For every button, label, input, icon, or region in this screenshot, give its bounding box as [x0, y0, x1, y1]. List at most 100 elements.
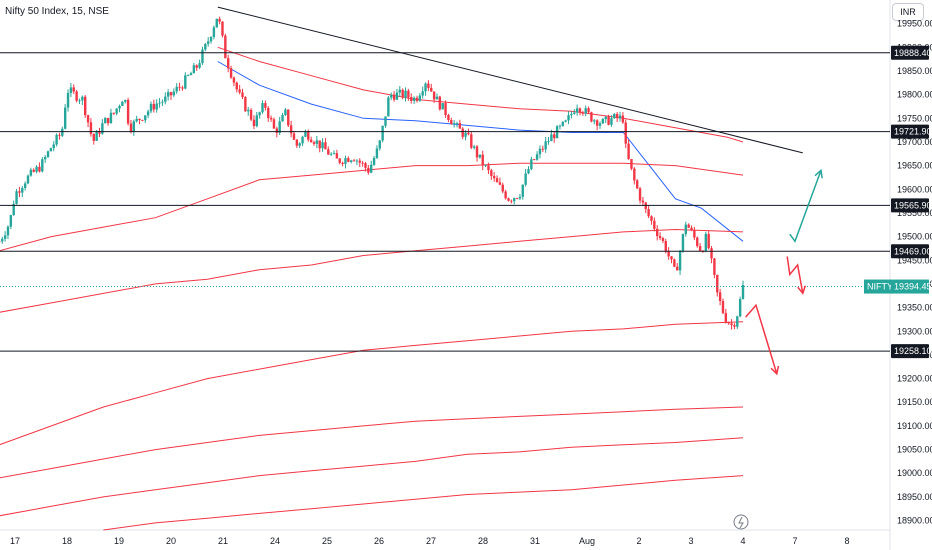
candle-body: [587, 108, 590, 113]
candle-body: [450, 120, 453, 125]
candle-body: [490, 170, 493, 177]
candle-body: [29, 169, 33, 176]
candle-body: [561, 121, 565, 126]
candle-body: [676, 266, 679, 271]
candle-body: [378, 140, 381, 149]
candle-body: [338, 158, 341, 163]
candle-body: [212, 27, 216, 37]
candle-body: [538, 148, 542, 155]
candle-body: [598, 123, 602, 126]
candle-body: [504, 191, 507, 199]
candle-body: [129, 123, 133, 132]
candle-body: [693, 230, 696, 238]
level-price-label: 19469.00: [894, 246, 932, 256]
candle-body: [92, 133, 95, 141]
candle-body: [209, 36, 213, 42]
y-tick-label: 19000.00: [897, 468, 932, 478]
candle-body: [109, 112, 113, 124]
x-tick-label: 31: [530, 536, 540, 546]
candle-body: [264, 103, 267, 108]
candle-body: [375, 148, 379, 158]
y-tick-label: 19050.00: [897, 445, 932, 455]
candle-body: [26, 175, 30, 184]
x-tick-label: 28: [478, 536, 488, 546]
x-tick-label: 18: [62, 536, 72, 546]
candle-body: [261, 103, 264, 113]
candle-body: [23, 183, 27, 189]
candle-body: [349, 160, 353, 162]
candle-body: [364, 163, 367, 168]
candle-body: [641, 200, 645, 203]
candle-body: [633, 168, 636, 181]
candle-body: [18, 191, 21, 193]
x-tick-label: 24: [270, 536, 280, 546]
candle-body: [664, 241, 667, 252]
indicator-line: [217, 46, 744, 143]
candle-body: [704, 233, 708, 252]
chart-title: Nifty 50 Index, 15, NSE: [5, 6, 109, 17]
candle-body: [272, 119, 276, 129]
candle-body: [329, 153, 333, 155]
level-price-label: 19258.10: [894, 346, 932, 356]
candle-body: [730, 323, 733, 326]
candle-body: [206, 41, 210, 44]
candle-body: [95, 131, 98, 141]
candle-body: [355, 160, 359, 162]
candle-body: [392, 94, 396, 100]
candle-body: [104, 117, 107, 124]
candle-body: [315, 140, 319, 144]
candle-body: [567, 115, 570, 121]
candle-body: [455, 123, 459, 124]
candle-body: [398, 89, 401, 93]
candle-body: [721, 300, 725, 314]
currency-button[interactable]: INR: [892, 3, 924, 21]
candle-body: [575, 108, 579, 113]
trendline: [217, 6, 803, 154]
level-price-tag: [891, 344, 929, 359]
candle-body: [495, 178, 499, 183]
candle-body: [232, 77, 236, 83]
candle-body: [175, 86, 178, 92]
candle-body: [533, 159, 536, 161]
candle-body: [513, 198, 516, 202]
candle-body: [627, 143, 630, 160]
candle-body: [741, 285, 745, 300]
candle-body: [149, 103, 153, 112]
candle-body: [0, 241, 1, 243]
candle-body: [352, 160, 356, 162]
candle-body: [52, 144, 55, 149]
candle-body: [370, 164, 373, 173]
x-tick-label: 27: [426, 536, 436, 546]
lightning-icon[interactable]: [733, 514, 749, 530]
candle-body: [435, 96, 439, 100]
level-price-label: 19888.40: [894, 48, 932, 58]
candle-body: [441, 103, 444, 110]
scenario-arrowhead: [814, 168, 823, 179]
candle-body: [224, 35, 227, 59]
y-tick-label: 19650.00: [897, 161, 932, 171]
candle-body: [32, 169, 35, 172]
symbol-tag: [864, 279, 892, 294]
candle-body: [178, 86, 181, 88]
candle-body: [358, 160, 361, 163]
candle-body: [161, 101, 164, 103]
candle-body: [678, 251, 682, 271]
candle-body: [381, 125, 384, 141]
x-tick-label: 25: [322, 536, 332, 546]
candle-body: [195, 65, 198, 68]
scenario-arrow: [745, 303, 778, 375]
candle-body: [401, 89, 404, 98]
level-price-tag: [891, 45, 929, 60]
y-tick-label: 19350.00: [897, 303, 932, 313]
y-tick-label: 19200.00: [897, 374, 932, 384]
candle-body: [521, 184, 524, 197]
x-tick-label: 20: [166, 536, 176, 546]
candle-body: [309, 139, 313, 143]
candle-body: [710, 248, 713, 259]
candle-body: [707, 233, 710, 249]
candle-body: [407, 90, 410, 98]
x-tick-label: 21: [218, 536, 228, 546]
candle-body: [630, 159, 633, 169]
candle-body: [424, 83, 427, 92]
